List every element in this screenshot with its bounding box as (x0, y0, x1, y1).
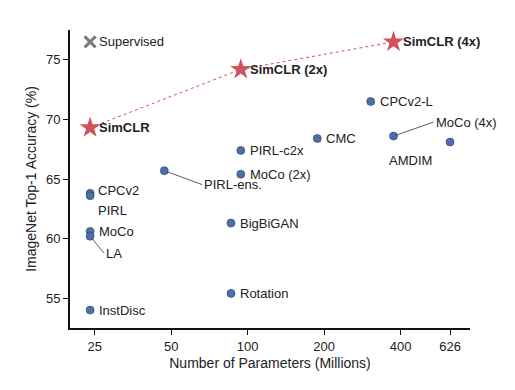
svg-text:LA: LA (106, 246, 122, 261)
svg-text:MoCo: MoCo (99, 224, 134, 239)
svg-text:Supervised: Supervised (99, 34, 164, 49)
svg-text:PIRL: PIRL (98, 203, 127, 218)
svg-text:SimCLR: SimCLR (99, 120, 150, 135)
svg-text:SimCLR (4x): SimCLR (4x) (403, 34, 480, 49)
svg-text:626: 626 (439, 339, 461, 354)
svg-text:MoCo (2x): MoCo (2x) (250, 167, 311, 182)
svg-text:ImageNet Top-1 Accuracy (%): ImageNet Top-1 Accuracy (%) (23, 86, 39, 272)
svg-text:50: 50 (164, 339, 178, 354)
svg-text:InstDisc: InstDisc (99, 303, 146, 318)
svg-text:PIRL-c2x: PIRL-c2x (250, 143, 304, 158)
svg-text:55: 55 (46, 291, 60, 306)
svg-text:Number of Parameters (Millions: Number of Parameters (Millions) (169, 355, 371, 371)
svg-text:400: 400 (390, 339, 412, 354)
svg-text:BigBiGAN: BigBiGAN (240, 216, 299, 231)
svg-text:CPCv2: CPCv2 (98, 183, 139, 198)
svg-text:SimCLR (2x): SimCLR (2x) (250, 62, 327, 77)
svg-text:25: 25 (87, 339, 101, 354)
svg-text:75: 75 (46, 52, 60, 67)
svg-text:70: 70 (46, 112, 60, 127)
svg-text:AMDIM: AMDIM (389, 153, 432, 168)
svg-text:100: 100 (237, 339, 259, 354)
svg-text:CPCv2-L: CPCv2-L (380, 94, 433, 109)
svg-text:65: 65 (46, 172, 60, 187)
svg-text:PIRL-ens.: PIRL-ens. (204, 177, 262, 192)
svg-text:200: 200 (313, 339, 335, 354)
svg-text:MoCo (4x): MoCo (4x) (436, 115, 497, 130)
svg-text:CMC: CMC (326, 131, 356, 146)
svg-text:60: 60 (46, 231, 60, 246)
svg-text:Rotation: Rotation (240, 286, 288, 301)
